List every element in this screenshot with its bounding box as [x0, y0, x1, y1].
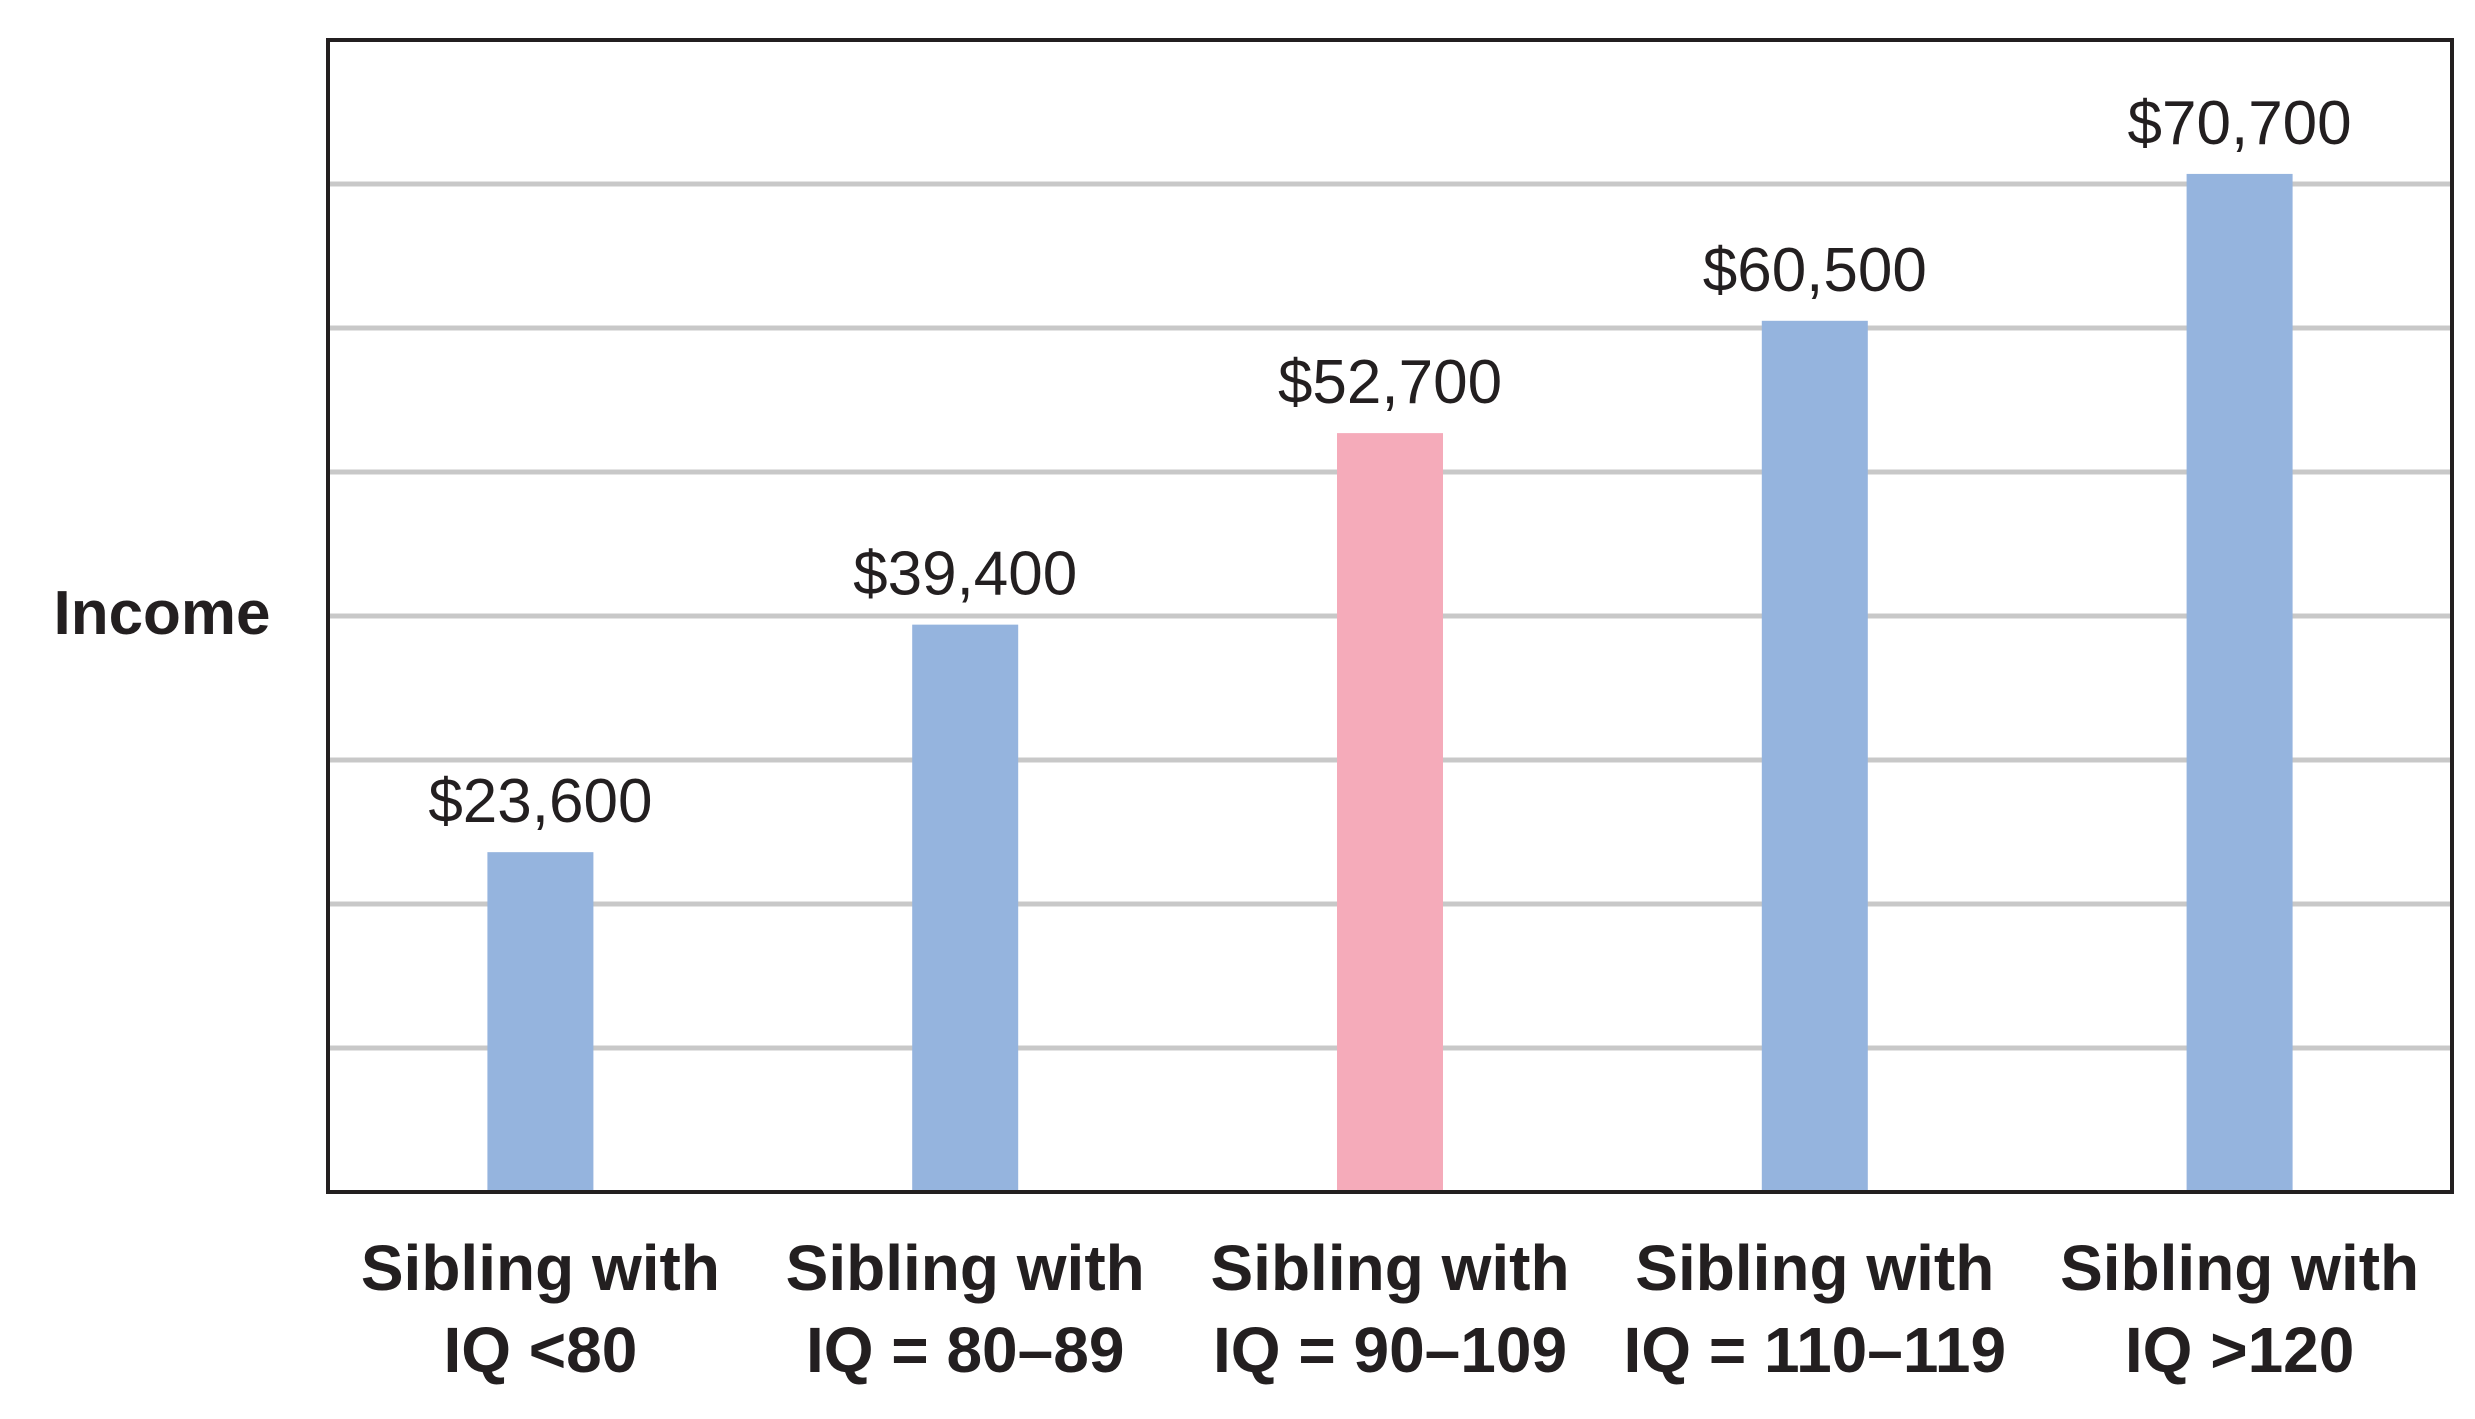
category-label: Sibling with: [786, 1232, 1145, 1304]
category-labels: Sibling with IQ <80 Sibling with IQ = 80–89…: [361, 1232, 2419, 1386]
bars: [487, 173, 2293, 1193]
bar-value-label: $39,400: [853, 540, 1077, 609]
value-labels: $23,600 $39,400 $52,700 $60,500 $70,700: [428, 89, 2351, 836]
category-label: Sibling with: [1210, 1232, 1569, 1304]
bar: [1337, 433, 1443, 1192]
bar-value-label: $23,600: [428, 767, 652, 836]
category-label: IQ = 110–119: [1624, 1314, 2007, 1386]
category-label: IQ <80: [443, 1314, 637, 1386]
category-label: Sibling with: [2060, 1232, 2419, 1304]
bar: [487, 852, 594, 1192]
category-label: Sibling with: [361, 1232, 720, 1304]
category-label: IQ >120: [2125, 1314, 2355, 1386]
category-label: IQ = 80–89: [806, 1314, 1124, 1386]
bar-value-label: $60,500: [1703, 236, 1927, 305]
category-label: Sibling with: [1635, 1232, 1994, 1304]
bar: [2186, 173, 2293, 1193]
bar-value-label: $52,700: [1278, 348, 1502, 417]
category-label: IQ = 90–109: [1213, 1314, 1567, 1386]
plot-frame: [326, 38, 2454, 1194]
bar: [1761, 320, 1868, 1192]
bar-value-label: $70,700: [2128, 89, 2352, 158]
bar: [912, 624, 1019, 1192]
y-axis-label: Income: [53, 579, 270, 648]
